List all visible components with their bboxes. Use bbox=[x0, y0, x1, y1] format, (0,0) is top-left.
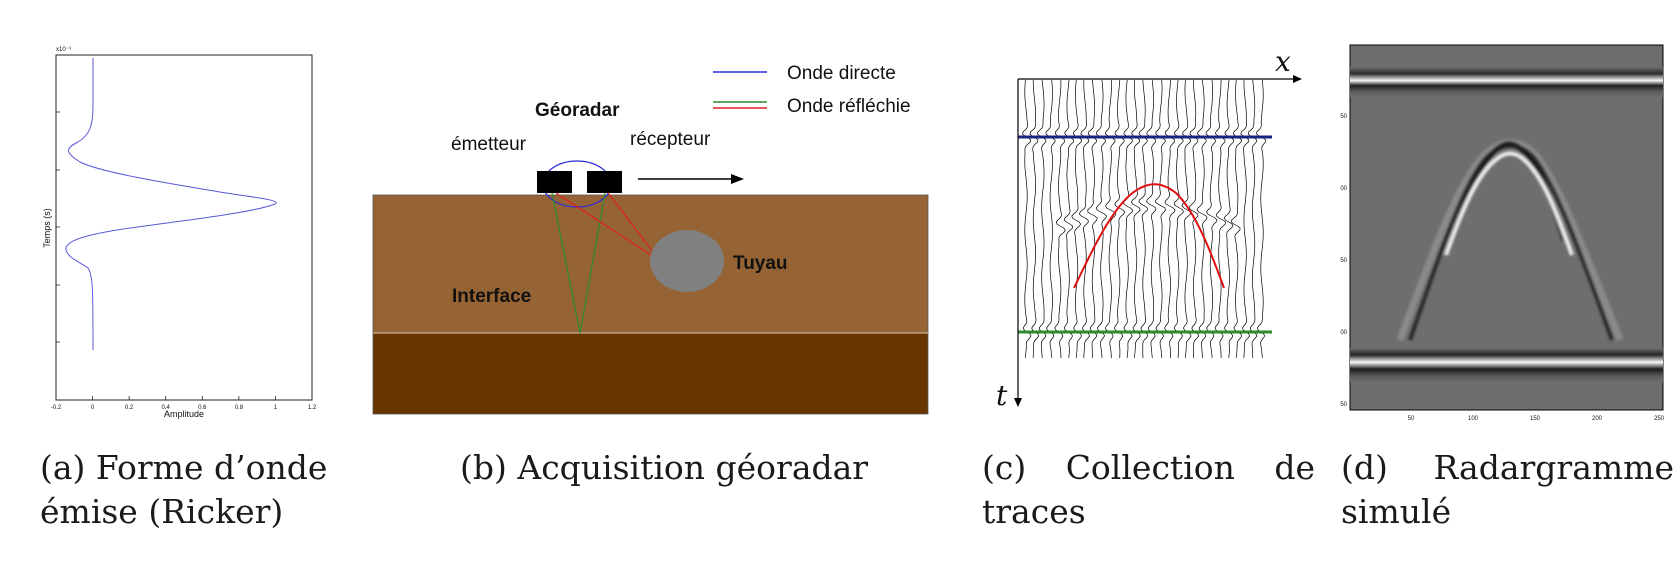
receiver-label: récepteur bbox=[630, 129, 711, 150]
trace bbox=[1022, 79, 1032, 359]
georadar-title: Géoradar bbox=[535, 100, 620, 121]
caption-b-line1: (b) Acquisition géoradar bbox=[460, 448, 869, 487]
x-axis-arrowhead bbox=[1293, 75, 1302, 83]
t-axis-arrowhead bbox=[1014, 398, 1022, 407]
svg-text:50: 50 bbox=[1408, 416, 1415, 420]
caption-c-word2: de bbox=[1274, 448, 1315, 487]
trace bbox=[1214, 79, 1226, 358]
svg-text:150: 150 bbox=[1530, 416, 1541, 420]
trace bbox=[1146, 79, 1157, 359]
trace bbox=[1196, 79, 1208, 359]
caption-c: (c) Collection de traces bbox=[982, 446, 1315, 534]
receiver-antenna bbox=[587, 171, 622, 193]
svg-text:200: 200 bbox=[1340, 330, 1348, 336]
trace-collection-plot: x t bbox=[996, 45, 1302, 412]
trace bbox=[1247, 79, 1258, 359]
interface-reflection-rays bbox=[551, 192, 606, 334]
x-axis-title: Amplitude bbox=[164, 409, 204, 419]
svg-text:0: 0 bbox=[91, 405, 95, 411]
trace bbox=[1155, 79, 1166, 359]
caption-d-line2: simulé bbox=[1341, 492, 1452, 531]
svg-text:-0.2: -0.2 bbox=[51, 405, 62, 411]
emitter-antenna bbox=[537, 171, 572, 193]
svg-text:100: 100 bbox=[1340, 186, 1348, 192]
trace bbox=[1231, 79, 1243, 359]
trace bbox=[1130, 79, 1141, 359]
caption-c-line1: (c) Collection de bbox=[982, 446, 1315, 490]
trace bbox=[1078, 79, 1090, 359]
trace bbox=[1063, 79, 1075, 359]
soil-lower-layer bbox=[372, 332, 929, 415]
trace bbox=[1054, 80, 1066, 358]
trace bbox=[1223, 79, 1235, 359]
ricker-curve bbox=[65, 58, 277, 351]
caption-d-label: (d) bbox=[1341, 448, 1388, 487]
y-exponent-label: x10⁻⁹ bbox=[56, 46, 72, 53]
svg-text:100: 100 bbox=[1468, 416, 1479, 420]
radargram-y-ticks: 50 100 150 200 250 bbox=[1340, 114, 1348, 408]
caption-d-line1: (d) Radargramme bbox=[1341, 446, 1674, 490]
caption-a-line2: émise (Ricker) bbox=[40, 492, 284, 531]
caption-c-line2: traces bbox=[982, 492, 1086, 531]
emitter-label: émetteur bbox=[451, 134, 527, 155]
movement-arrowhead bbox=[731, 174, 744, 184]
trace bbox=[1256, 79, 1267, 359]
caption-d: (d) Radargramme simulé bbox=[1341, 446, 1674, 534]
x-ticks: -0.2 0 0.2 0.4 0.6 0.8 1 1.2 bbox=[51, 405, 317, 411]
interface-reflection-band bbox=[1350, 348, 1663, 382]
traces bbox=[1022, 79, 1267, 359]
trace bbox=[1138, 79, 1149, 358]
svg-text:150: 150 bbox=[1340, 258, 1348, 264]
trace bbox=[1104, 79, 1117, 359]
legend-direct-wave: Onde directe bbox=[787, 63, 896, 84]
svg-text:250: 250 bbox=[1654, 416, 1665, 420]
svg-text:0.6: 0.6 bbox=[198, 405, 207, 411]
simulated-radargram: 50 100 150 200 250 50 100 150 200 250 bbox=[1340, 44, 1665, 420]
trace bbox=[1095, 79, 1107, 359]
plot-frame bbox=[55, 54, 313, 401]
trace bbox=[1029, 80, 1039, 358]
trace bbox=[1045, 79, 1056, 359]
trace bbox=[1037, 79, 1047, 359]
pipe-label: Tuyau bbox=[733, 253, 788, 274]
hyperbola-reflection bbox=[1396, 139, 1624, 342]
svg-text:0.2: 0.2 bbox=[125, 405, 134, 411]
pipe bbox=[650, 230, 724, 292]
x-axis-label: x bbox=[1275, 45, 1291, 78]
trace bbox=[1205, 79, 1218, 359]
trace bbox=[1173, 79, 1184, 359]
caption-a: (a) Forme d’onde émise (Ricker) bbox=[40, 446, 327, 534]
georadar-acquisition-diagram: Onde directe Onde réfléchie Géoradar éme… bbox=[372, 63, 929, 415]
pipe-reflection-rays bbox=[555, 192, 661, 262]
caption-d-word1: Radargramme bbox=[1433, 448, 1674, 487]
interface-label: Interface bbox=[452, 286, 531, 307]
trace bbox=[1164, 79, 1176, 359]
trace bbox=[1240, 79, 1250, 359]
pipe-hyperbola bbox=[1073, 183, 1225, 289]
svg-text:1.2: 1.2 bbox=[308, 405, 317, 411]
direct-wave-band bbox=[1350, 67, 1663, 97]
legend-reflected-wave: Onde réfléchie bbox=[787, 96, 911, 117]
caption-a-line1: (a) Forme d’onde bbox=[40, 448, 328, 487]
trace bbox=[1071, 79, 1083, 359]
svg-text:50: 50 bbox=[1340, 114, 1347, 120]
tick-marks bbox=[56, 111, 276, 400]
ricker-wavelet-plot: x10⁻⁹ -0.2 0 0.2 0.4 0.6 0.8 1 1.2 Ampli… bbox=[42, 46, 317, 419]
caption-c-word1: Collection bbox=[1065, 448, 1235, 487]
trace bbox=[1113, 79, 1126, 359]
svg-text:250: 250 bbox=[1340, 402, 1348, 408]
trace bbox=[1087, 79, 1098, 359]
svg-text:1: 1 bbox=[274, 405, 278, 411]
caption-c-label: (c) bbox=[982, 448, 1027, 487]
trace bbox=[1123, 79, 1133, 359]
caption-b: (b) Acquisition géoradar bbox=[460, 446, 868, 490]
svg-text:0.4: 0.4 bbox=[162, 405, 171, 411]
svg-text:200: 200 bbox=[1592, 416, 1603, 420]
legend: Onde directe Onde réfléchie bbox=[713, 63, 911, 117]
svg-text:0.8: 0.8 bbox=[235, 405, 244, 411]
radargram-x-ticks: 50 100 150 200 250 bbox=[1408, 416, 1665, 420]
y-axis-title: Temps (s) bbox=[42, 208, 52, 248]
t-axis-label: t bbox=[996, 379, 1008, 412]
trace bbox=[1181, 79, 1192, 359]
